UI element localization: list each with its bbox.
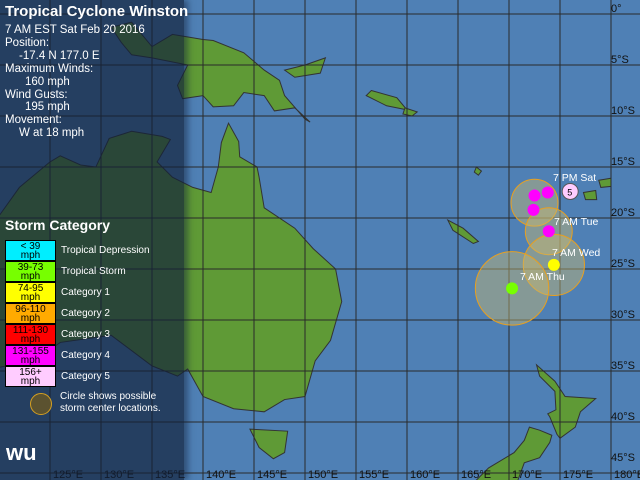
forecast-points: 5 [506,182,579,295]
swatch-range: 131-155 [12,345,49,357]
swatch-range: 74-95 [17,282,44,294]
storm-category-legend: < 39 mph Tropical Depression 39-73 mph Tropic… [5,240,150,387]
lon-label: 175°E [563,469,593,480]
circle-note: Circle shows possible storm center locat… [60,391,161,414]
hurricane-icon [506,282,519,295]
cone-circle-icon [30,393,52,415]
legend-label: Category 5 [61,371,110,382]
wu-logo: wu [6,440,37,465]
hurricane-icon [542,225,555,238]
land [535,363,597,440]
swatch-range: 39-73 [17,261,44,273]
lat-label: 20°S [611,207,635,219]
land [446,218,480,245]
legend-item: 74-95 mph Category 1 [5,282,150,303]
legend-swatch: 111-130 mph [5,324,56,345]
legend-item: 96-110 mph Category 2 [5,303,150,324]
legend-swatch: 96-110 mph [5,303,56,324]
lat-label: 15°S [611,156,635,168]
storm-info: 7 AM EST Sat Feb 20 2016 Position: -17.4… [5,24,145,140]
storm-title: Tropical Cyclone Winston [5,3,189,20]
legend-label: Tropical Storm [61,266,126,277]
legend-item: < 39 mph Tropical Depression [5,240,150,261]
lat-label: 45°S [611,452,635,464]
forecast-label: 7 AM Thu [520,271,565,283]
hurricane-icon [547,258,560,271]
forecast-label: 7 AM Tue [554,216,599,228]
lat-label: 5°S [611,54,629,66]
lon-label: 155°E [359,469,389,480]
legend-item: 39-73 mph Tropical Storm [5,261,150,282]
legend-label: Category 4 [61,350,110,361]
hurricane-icon [527,203,540,216]
legend-label: Tropical Depression [61,245,150,256]
swatch-range: 156+ [19,366,42,378]
hurricane-icon [528,189,541,202]
legend-swatch: 39-73 mph [5,261,56,282]
legend-label: Category 2 [61,308,110,319]
land [582,189,598,201]
swatch-unit: mph [20,270,41,282]
legend-swatch: < 39 mph [5,240,56,261]
lat-label: 40°S [611,411,635,423]
lon-label: 165°E [461,469,491,480]
timestamp: 7 AM EST Sat Feb 20 2016 [5,24,145,36]
land [598,177,612,188]
hurricane-icon [561,182,579,200]
position-label: Position: [5,36,50,49]
lon-label: 145°E [257,469,287,480]
lat-label: 35°S [611,360,635,372]
lat-label: 30°S [611,309,635,321]
land [402,107,419,117]
max-winds-value: 160 mph [25,75,70,88]
forecast-label: 7 AM Wed [552,247,600,259]
legend-swatch: 131-155 mph [5,345,56,366]
lat-label: 10°S [611,105,635,117]
swatch-range: 96-110 [15,303,46,315]
category-number: 5 [567,187,572,197]
hurricane-icon [541,186,554,199]
legend-swatch: 156+ mph [5,366,56,387]
gusts-value: 195 mph [25,101,70,114]
swatch-range: < 39 [20,240,41,252]
movement-value: W at 18 mph [19,127,85,140]
lon-label: 160°E [410,469,440,480]
gusts-label: Wind Gusts: [5,88,68,101]
legend-label: Category 3 [61,329,110,340]
legend-item: 131-155 mph Category 4 [5,345,150,366]
legend-title: Storm Category [5,217,111,233]
lat-label: 25°S [611,258,635,270]
swatch-unit: mph [20,291,41,303]
lat-label: 0° [611,3,622,15]
land [249,428,289,460]
land [475,426,553,480]
lon-label: 180°E [614,469,640,480]
swatch-unit: mph [20,375,41,387]
swatch-unit: mph [20,312,41,324]
swatch-unit: mph [20,354,41,366]
legend-item: 111-130 mph Category 3 [5,324,150,345]
forecast-labels: 7 PM Sat 7 AM Tue 7 AM Wed 7 AM Thu [520,172,600,283]
forecast-label: 7 PM Sat [553,172,596,184]
legend-label: Category 1 [61,287,110,298]
land [365,89,409,111]
lon-label: 170°E [512,469,542,480]
swatch-unit: mph [20,249,41,261]
land [473,166,483,176]
swatch-unit: mph [20,333,41,345]
lon-label: 150°E [308,469,338,480]
legend-swatch: 74-95 mph [5,282,56,303]
movement-label: Movement: [5,114,62,127]
lon-label: 140°E [206,469,236,480]
max-winds-label: Maximum Winds: [5,62,94,75]
position-value: -17.4 N 177.0 E [19,49,100,62]
legend-item: 156+ mph Category 5 [5,366,150,387]
swatch-range: 111-130 [12,324,49,336]
